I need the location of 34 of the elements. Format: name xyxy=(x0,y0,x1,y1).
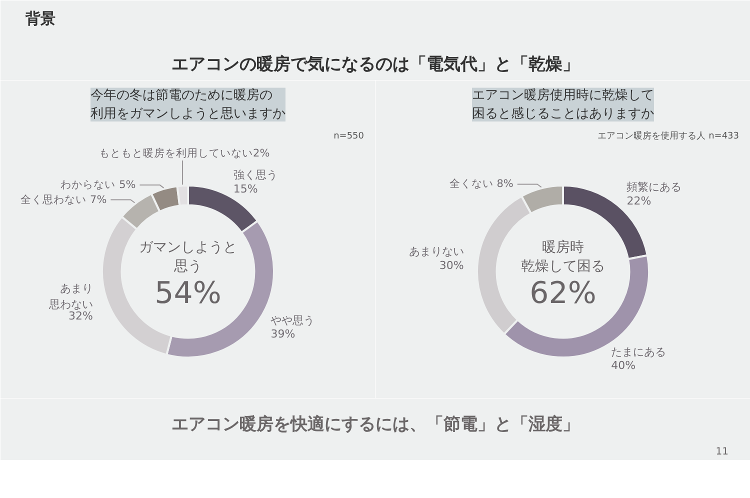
slice-label: わからない xyxy=(60,178,116,191)
data-label: 5% xyxy=(119,178,136,191)
text: n=550 xyxy=(334,132,364,142)
data-label: 8% xyxy=(496,178,514,190)
text: エアコンの暖房で気になるのは「電気代」と「乾燥」 xyxy=(172,54,580,74)
chart-title: 今年の冬は節電のために暖房の利用をガマンしようと思いますか xyxy=(90,86,286,122)
data-label: 2% xyxy=(253,148,270,160)
data-label: 15% xyxy=(233,182,258,196)
text: 暖房時 xyxy=(542,240,584,256)
text: エアコン暖房を使用する人 n=433 xyxy=(598,130,740,142)
data-label: 30% xyxy=(439,258,464,272)
text: 54% xyxy=(154,276,222,311)
text: エアコン暖房を快適にするには、「節電」と「湿度」 xyxy=(172,414,580,434)
slice-label: あまり思わない xyxy=(48,282,93,312)
data-label: 7% xyxy=(90,194,107,206)
text: ガマンしようと xyxy=(139,240,237,256)
slice-label: あまりない xyxy=(408,245,464,258)
text: 思う xyxy=(173,258,202,274)
text: 11 xyxy=(716,446,729,458)
data-label: 40% xyxy=(611,359,636,372)
data-label: 32% xyxy=(68,309,93,322)
data-label: 22% xyxy=(626,194,652,208)
text: 背景 xyxy=(24,10,56,28)
slice-label: 頻繁にある xyxy=(626,180,682,194)
data-label: 39% xyxy=(270,328,296,341)
slice-label: やや思う xyxy=(270,314,315,327)
slice-label: 強く思う xyxy=(233,168,278,182)
slice-label: 全くない xyxy=(449,178,494,190)
chart-title: エアコン暖房使用時に乾燥して困ると感じることはありますか xyxy=(472,86,654,122)
text: 62% xyxy=(530,276,596,311)
text: 乾燥して困る xyxy=(521,258,605,274)
slice-label: もともと暖房を利用していない xyxy=(99,146,254,160)
slice-label: たまにある xyxy=(611,345,666,358)
slice-label: 全く思わない xyxy=(20,194,87,206)
